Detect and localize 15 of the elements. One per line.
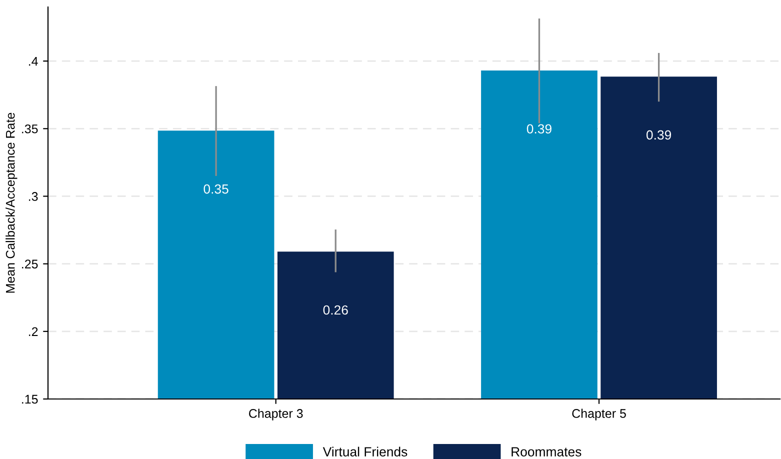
x-tick-label: Chapter 5 bbox=[572, 408, 626, 420]
y-tick-label: .25 bbox=[22, 260, 38, 268]
x-tick-label: Chapter 3 bbox=[249, 408, 303, 420]
y-axis-title: Mean Callback/Acceptance Rate bbox=[6, 112, 18, 293]
data-label: 0.39 bbox=[526, 124, 552, 134]
data-label: 0.39 bbox=[646, 130, 672, 140]
y-tick-label: .2 bbox=[28, 327, 38, 336]
y-tick-label: .3 bbox=[28, 192, 38, 201]
legend-label: Virtual Friends bbox=[322, 446, 408, 456]
y-tick-label: .4 bbox=[28, 57, 38, 66]
data-label: 0.35 bbox=[204, 184, 228, 194]
y-tick-label: .35 bbox=[22, 124, 38, 134]
legend-label: Roommates bbox=[512, 447, 582, 456]
y-tick-label: .15 bbox=[22, 394, 38, 404]
data-label: 0.26 bbox=[323, 305, 348, 315]
